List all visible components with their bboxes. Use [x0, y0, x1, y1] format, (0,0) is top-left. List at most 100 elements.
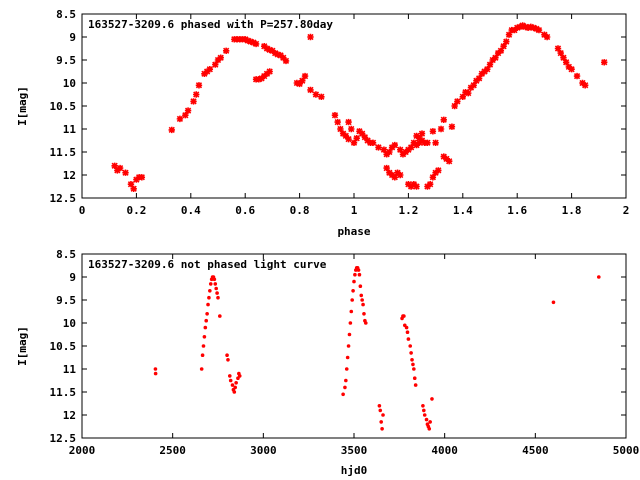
chart-1-data-point	[116, 164, 124, 172]
chart-1-data-point	[486, 61, 494, 68]
chart-1-title: 163527-3209.6 phased with P=257.80day	[88, 18, 333, 31]
chart-1-y-tick-label: 9	[69, 31, 76, 44]
chart-1-data-point	[222, 47, 230, 54]
chart-2-data-point	[361, 302, 365, 307]
chart-2-data-point	[357, 272, 362, 277]
chart-2-data-point	[199, 367, 204, 371]
chart-2-data-point	[153, 367, 158, 371]
chart-2-data-point	[409, 351, 413, 355]
chart-2-x-tick-label: 2000	[69, 444, 96, 457]
chart-2-data-point	[228, 378, 233, 383]
chart-1-data-point	[312, 91, 320, 98]
chart-1-data-point	[484, 66, 491, 73]
chart-1-data-point	[111, 162, 118, 169]
chart-1-data-point	[527, 23, 534, 31]
chart-1-data-point	[391, 141, 398, 149]
chart-2-data-point	[428, 420, 432, 424]
chart-1-y-tick-label: 11.5	[50, 146, 77, 159]
chart-2-data-point	[225, 353, 229, 358]
chart-1-data-point	[397, 171, 404, 179]
chart-1-data-point	[407, 144, 415, 151]
chart-1-data-point	[424, 139, 431, 146]
chart-2-x-tick-label: 5000	[613, 444, 640, 457]
chart-2-data-point	[237, 374, 242, 378]
chart-1-y-tick-label: 12.5	[50, 192, 77, 205]
chart-2-data-point	[208, 289, 212, 293]
chart-1-data-point	[244, 37, 252, 44]
chart-2-data-point	[411, 362, 415, 367]
chart-1-data-point	[446, 158, 453, 165]
chart-1-data-point	[345, 118, 352, 126]
chart-2-data-point	[412, 376, 417, 381]
chart-1-data-point	[497, 47, 505, 54]
chart-1-x-tick-label: 0.8	[290, 204, 310, 217]
chart-1-data-point	[271, 49, 279, 57]
chart-1-data-point	[437, 125, 445, 133]
chart-2-data-point	[214, 286, 218, 291]
chart-1-data-point	[348, 125, 355, 133]
chart-2-data-point	[344, 378, 348, 383]
chart-1-data-point	[334, 118, 341, 126]
chart-2-y-tick-label: 10.5	[50, 340, 77, 353]
chart-2-y-tick-label: 10	[63, 317, 76, 330]
chart-2-data-point	[205, 312, 209, 316]
chart-1-data-point	[242, 36, 249, 43]
chart-2-data-point	[551, 300, 556, 305]
chart-1-data-point	[358, 130, 366, 137]
chart-1-y-tick-label: 10.5	[50, 100, 77, 113]
chart-1-data-point	[530, 24, 537, 31]
chart-1-x-tick-label: 0.4	[181, 204, 201, 217]
chart-2-data-point	[430, 397, 434, 401]
chart-2-data-point	[204, 318, 209, 323]
chart-2-data-point	[153, 371, 158, 376]
chart-1-data-point	[535, 26, 543, 34]
chart-1-data-point	[206, 66, 214, 73]
chart-1-data-point	[307, 33, 314, 41]
chart-1-data-point	[138, 174, 146, 181]
chart-1-data-point	[350, 139, 358, 146]
chart-2-data-point	[380, 427, 384, 431]
chart-1-data-point	[247, 38, 254, 45]
chart-2-data-point	[379, 420, 384, 424]
chart-1-data-point	[582, 82, 589, 89]
chart-1-data-point	[391, 174, 398, 181]
chart-1-y-tick-label: 10	[63, 77, 76, 90]
chart-1-x-tick-label: 0.2	[126, 204, 146, 217]
chart-2-data-point	[233, 385, 238, 390]
chart-2-data-point	[344, 367, 349, 371]
chart-1-data-point	[554, 45, 562, 52]
chart-2-data-point	[348, 321, 353, 325]
chart-1-data-point	[127, 181, 135, 188]
chart-1-data-point	[418, 130, 426, 137]
chart-2-y-tick-label: 11	[63, 363, 77, 376]
chart-2-data-point	[206, 302, 210, 307]
chart-1-data-point	[386, 148, 393, 156]
chart-2-data-point	[427, 427, 432, 431]
chart-2-data-point	[413, 383, 418, 387]
chart-1-data-point	[429, 128, 437, 135]
chart-1-data-point	[440, 116, 447, 123]
chart-1-data-point	[492, 54, 499, 61]
chart-1-data-point	[266, 68, 273, 75]
chart-1-data-point	[568, 66, 575, 73]
chart-2-data-point	[353, 272, 357, 277]
chart-1-data-point	[426, 181, 434, 188]
chart-1-data-point	[557, 49, 564, 57]
chart-2-data-point	[381, 413, 385, 417]
chart-1-data-point	[369, 139, 377, 146]
chart-1-data-point	[375, 144, 382, 151]
chart-1-y-axis-label: I[mag]	[16, 86, 29, 126]
chart-1-data-point	[601, 59, 608, 66]
chart-2-data-point	[349, 309, 354, 314]
chart-1-data-point	[435, 167, 442, 174]
chart-1-data-point	[503, 38, 510, 45]
chart-1-data-point	[432, 139, 439, 146]
chart-2-data-point	[404, 325, 409, 330]
chart-2-data-point	[422, 413, 427, 417]
chart-2-data-point	[406, 337, 411, 341]
chart-2-data-point	[227, 374, 232, 378]
chart-2-data-point	[218, 314, 222, 318]
chart-1-y-tick-label: 11	[63, 123, 77, 136]
chart-1-data-point	[280, 54, 287, 61]
